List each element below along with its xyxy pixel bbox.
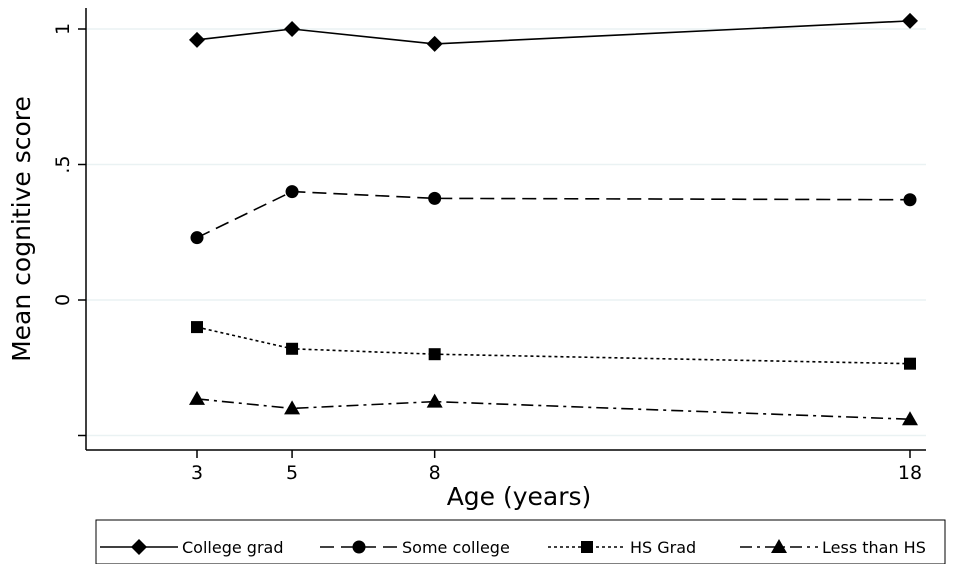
legend-item-2: HS Grad [548,538,696,557]
x-tick-label: 8 [429,462,441,484]
legend-label: HS Grad [630,538,696,557]
point-marker [286,342,299,355]
series-3 [189,390,918,426]
point-marker [284,400,301,415]
y-tick-label: 0 [52,294,74,306]
point-marker [190,231,204,245]
point-marker [189,390,205,405]
x-ticks: 3 5 8 18 [191,450,922,484]
legend-item-0: College grad [100,538,283,557]
legend-box [95,519,946,564]
y-tick-label: .5 [52,155,74,173]
point-marker [904,357,916,370]
series-lines [189,12,918,426]
x-tick-label: 3 [191,462,203,484]
point-marker [285,185,299,199]
legend-label: Some college [402,538,510,557]
point-marker [426,35,443,52]
point-marker [902,411,918,426]
point-marker [191,321,203,334]
x-tick-label: 18 [898,462,922,484]
axes [85,8,926,451]
series-line [196,190,911,239]
y-tick-label: 1 [52,23,74,35]
point-marker [581,541,593,553]
point-marker [189,31,205,48]
point-marker [284,21,301,37]
point-marker [902,12,918,29]
legend-label: Less than HS [822,538,926,557]
legend-item-1: Some college [320,538,510,557]
y-axis-title: Mean cognitive score [7,96,36,362]
point-marker [428,348,441,361]
gridlines [86,28,926,437]
legend-item-3: Less than HS [740,538,926,557]
point-marker [771,539,787,553]
series-line [196,326,911,365]
series-0 [189,12,918,52]
y-ticks: 0.51 [52,23,86,437]
series-line [196,20,911,45]
series-1 [190,185,917,245]
point-marker [428,191,442,205]
point-marker [131,539,147,555]
point-marker [426,393,443,408]
legend-label: College grad [182,538,283,557]
point-marker [903,193,917,207]
legend: College grad Some college HS Grad Less than… [95,519,946,564]
x-axis-title: Age (years) [447,482,592,511]
x-tick-label: 5 [286,462,298,484]
series-2 [191,321,916,370]
series-line [196,398,911,421]
point-marker [352,540,366,554]
